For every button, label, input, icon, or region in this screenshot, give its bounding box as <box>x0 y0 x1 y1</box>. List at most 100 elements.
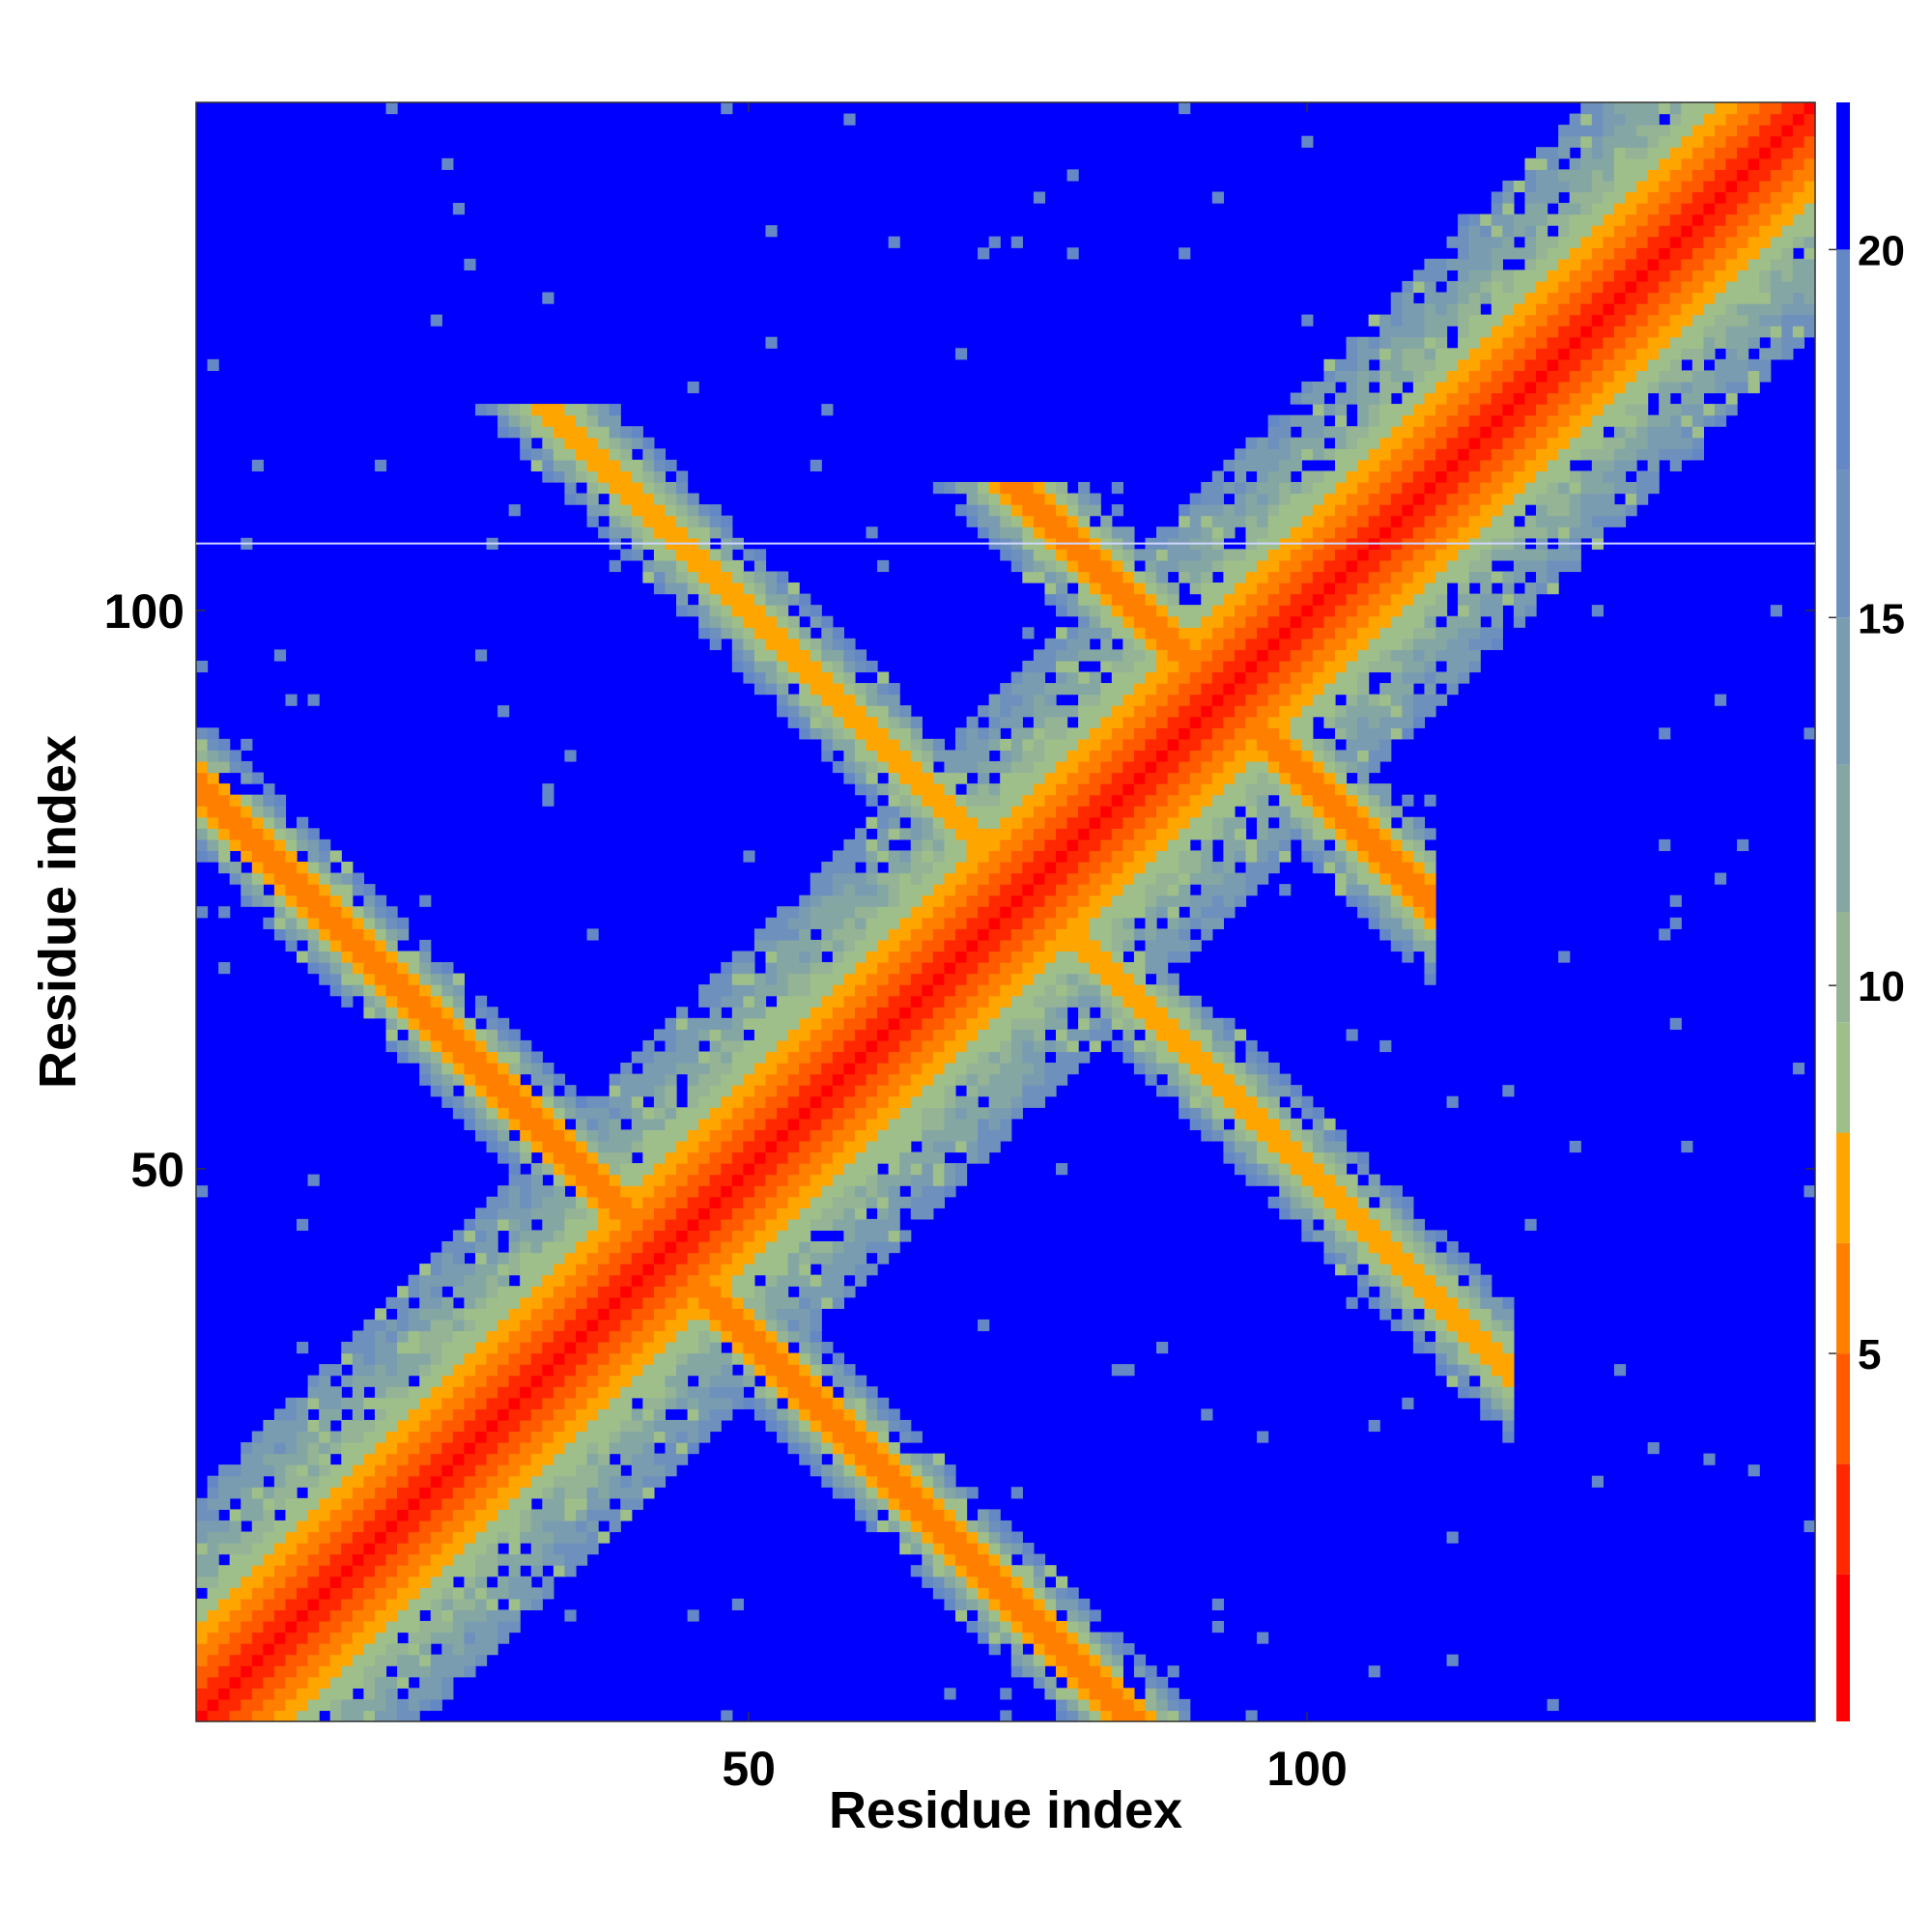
heatmap-cell <box>196 794 209 807</box>
heatmap-cell <box>910 1453 923 1465</box>
heatmap-cell <box>497 1464 510 1477</box>
heatmap-cell <box>944 1095 956 1108</box>
heatmap-cell <box>709 1342 722 1354</box>
heatmap-cell <box>709 1051 722 1064</box>
heatmap-cell <box>1044 481 1057 495</box>
heatmap-cell <box>1089 984 1101 997</box>
heatmap-cell <box>419 1464 432 1477</box>
heatmap-cell <box>1078 895 1091 907</box>
heatmap-cell <box>787 1308 800 1321</box>
heatmap-cell <box>954 1029 968 1041</box>
heatmap-cell <box>866 526 878 539</box>
heatmap-cell <box>520 1587 532 1600</box>
heatmap-cell <box>1100 705 1113 718</box>
heatmap-cell <box>564 1107 577 1120</box>
heatmap-cell <box>709 1352 722 1365</box>
heatmap-cell <box>866 1475 878 1488</box>
heatmap-cell <box>564 1609 577 1622</box>
heatmap-cell <box>988 1620 1001 1634</box>
heatmap-cell <box>810 1453 822 1465</box>
heatmap-cell <box>1056 1029 1068 1041</box>
heatmap-cell <box>486 1364 498 1377</box>
heatmap-cell <box>273 861 287 874</box>
heatmap-cell <box>497 1509 510 1521</box>
heatmap-cell <box>821 1240 834 1254</box>
heatmap-cell <box>241 828 253 840</box>
heatmap-cell <box>218 1609 231 1622</box>
heatmap-cell <box>553 1230 566 1242</box>
heatmap-cell <box>709 504 722 517</box>
heatmap-cell <box>285 1587 298 1600</box>
heatmap-cell <box>1245 838 1258 852</box>
heatmap-cell <box>486 1073 498 1086</box>
heatmap-cell <box>441 1543 454 1555</box>
heatmap-cell <box>1066 727 1079 740</box>
heatmap-cell <box>1010 872 1023 885</box>
heatmap-cell <box>553 1319 566 1332</box>
heatmap-cell <box>988 738 1001 751</box>
heatmap-cell <box>1066 526 1079 539</box>
heatmap-cell <box>341 1632 354 1644</box>
heatmap-cell <box>910 1163 923 1176</box>
heatmap-cell <box>1044 727 1057 740</box>
heatmap-cell <box>854 1017 867 1030</box>
heatmap-cell <box>430 1531 442 1544</box>
heatmap-cell <box>1033 783 1046 796</box>
heatmap-cell <box>297 1453 309 1465</box>
heatmap-cell <box>1056 1665 1068 1678</box>
heatmap-cell <box>196 1688 209 1700</box>
heatmap-cell <box>854 895 867 907</box>
heatmap-cell <box>777 1140 789 1153</box>
heatmap-cell <box>1100 1007 1113 1019</box>
heatmap-cell <box>743 593 755 606</box>
heatmap-cell <box>843 838 856 852</box>
heatmap-cell <box>653 1208 667 1220</box>
heatmap-cell <box>508 1364 521 1377</box>
heatmap-cell <box>1044 1609 1057 1622</box>
heatmap-cell <box>241 1598 253 1611</box>
heatmap-cell <box>598 1364 611 1377</box>
heatmap-cell <box>978 1051 990 1064</box>
heatmap-cell <box>866 928 878 941</box>
heatmap-cell <box>765 1230 778 1242</box>
heatmap-cell <box>486 1553 498 1566</box>
heatmap-cell <box>810 1163 822 1176</box>
heatmap-cell <box>229 1509 242 1521</box>
heatmap-cell <box>631 481 643 495</box>
heatmap-cell <box>709 1408 722 1421</box>
heatmap-cell <box>899 760 912 774</box>
heatmap-cell <box>464 1520 476 1533</box>
heatmap-cell <box>452 1543 466 1555</box>
heatmap-cell <box>486 1620 498 1634</box>
heatmap-cell <box>1111 504 1123 517</box>
heatmap-cell <box>932 828 946 840</box>
heatmap-cell <box>430 1308 442 1321</box>
heatmap-cell <box>620 1140 633 1153</box>
heatmap-cell <box>1044 504 1057 517</box>
heatmap-cell <box>653 559 667 573</box>
heatmap-cell <box>765 605 778 617</box>
heatmap-cell <box>553 1107 566 1120</box>
heatmap-cell <box>1010 939 1023 952</box>
heatmap-cell <box>452 973 466 985</box>
heatmap-cell <box>285 1475 298 1488</box>
heatmap-cell <box>430 1264 442 1276</box>
heatmap-cell <box>385 939 398 952</box>
heatmap-cell <box>787 1352 800 1365</box>
heatmap-cell <box>753 671 767 684</box>
heatmap-cell <box>1223 816 1236 829</box>
heatmap-cell <box>721 1240 733 1254</box>
heatmap-cell <box>1223 1063 1236 1075</box>
heatmap-cell <box>508 1464 521 1477</box>
heatmap-cell <box>1179 828 1191 840</box>
heatmap-cell <box>1066 884 1079 896</box>
heatmap-cell <box>1000 794 1012 807</box>
heatmap-cell <box>352 1364 364 1377</box>
heatmap-cell <box>631 526 643 539</box>
heatmap-cell <box>1167 582 1179 595</box>
heatmap-cell <box>609 1442 621 1455</box>
heatmap-cell <box>1211 694 1224 706</box>
heatmap-cell <box>229 1565 242 1577</box>
heatmap-cell <box>575 1252 588 1264</box>
heatmap-cell <box>988 850 1001 863</box>
